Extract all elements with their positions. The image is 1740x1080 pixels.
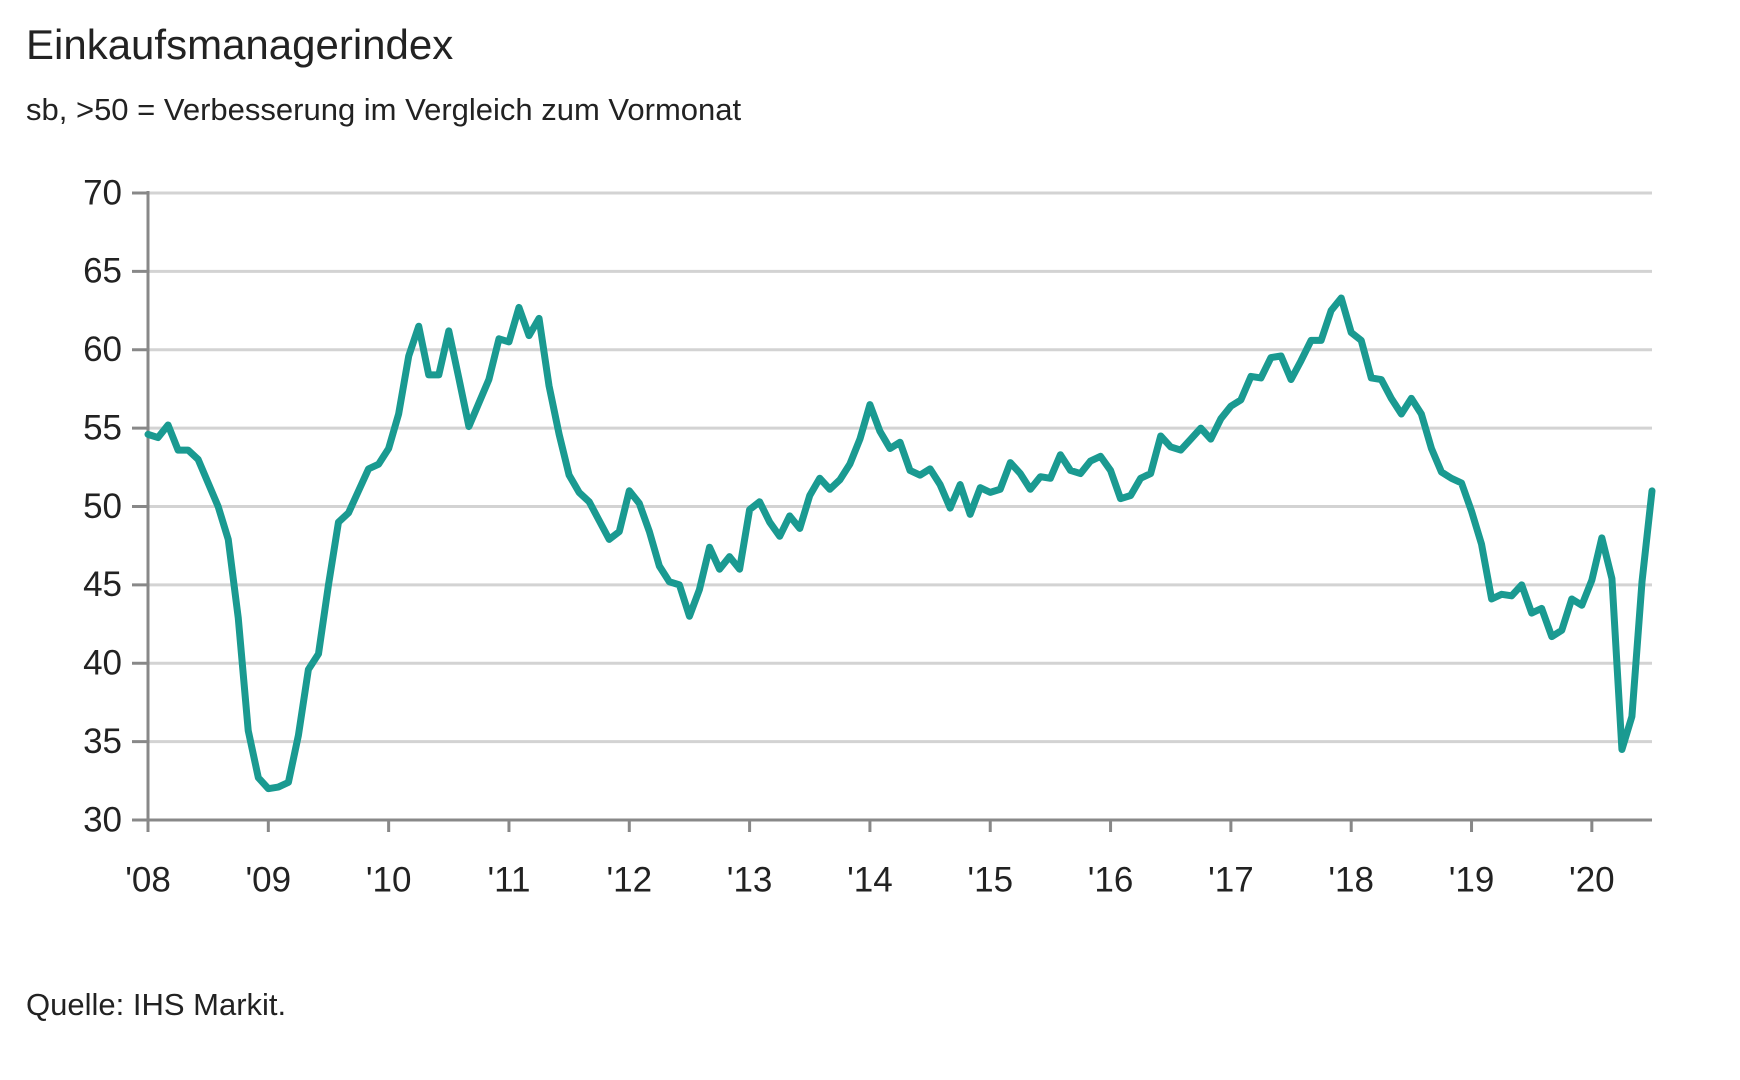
- data-line: [144, 294, 1656, 793]
- x-tick-label: '13: [727, 860, 773, 899]
- x-tick-label: '11: [487, 860, 530, 899]
- chart-title: Einkaufsmanagerindex: [26, 21, 453, 68]
- y-tick-label: 65: [83, 252, 122, 291]
- x-tick-label: '08: [125, 860, 171, 899]
- y-tick-label: 50: [83, 487, 122, 526]
- y-tick-label: 40: [83, 644, 122, 683]
- y-tick-label: 35: [83, 722, 122, 761]
- x-tick-label: '17: [1208, 860, 1254, 899]
- x-tick-label: '18: [1328, 860, 1374, 899]
- chart-subtitle: sb, >50 = Verbesserung im Vergleich zum …: [26, 92, 742, 127]
- x-tick-label: '09: [246, 860, 292, 899]
- source-note: Quelle: IHS Markit.: [26, 987, 286, 1022]
- y-tick-label: 45: [83, 565, 122, 604]
- y-tick-label: 30: [83, 800, 122, 839]
- y-tick-label: 60: [83, 330, 122, 369]
- y-tick-label: 55: [83, 408, 122, 447]
- y-tick-label: 70: [83, 173, 122, 212]
- x-tick-label: '14: [847, 860, 893, 899]
- x-tick-label: '20: [1569, 860, 1615, 899]
- x-tick-label: '16: [1088, 860, 1134, 899]
- x-tick-label: '10: [366, 860, 412, 899]
- x-tick-label: '12: [606, 860, 652, 899]
- x-tick-label: '15: [967, 860, 1013, 899]
- x-tick-label: '19: [1449, 860, 1495, 899]
